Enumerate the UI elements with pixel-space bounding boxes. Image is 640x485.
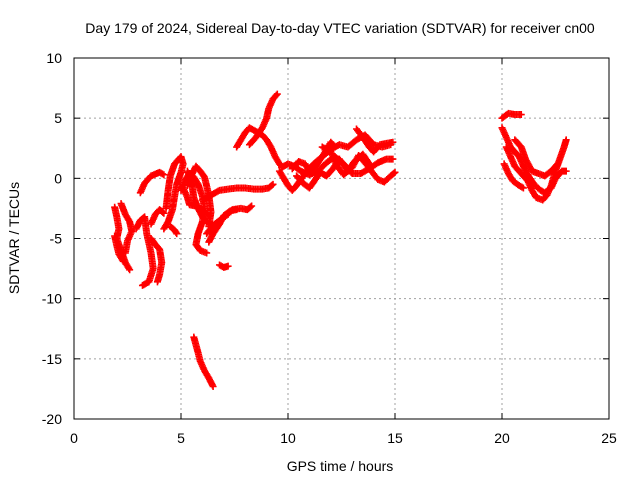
x-tick-label: 0: [70, 430, 78, 446]
data-point: [223, 211, 231, 219]
data-point: [224, 210, 232, 218]
data-track: [293, 150, 373, 192]
data-point: [247, 203, 255, 211]
y-tick-label: -15: [42, 351, 62, 367]
data-point: [160, 209, 168, 217]
data-point: [391, 168, 399, 176]
data-point: [153, 278, 161, 286]
data-point: [562, 136, 570, 144]
data-track: [511, 136, 562, 180]
data-point: [121, 249, 129, 257]
data-track: [117, 200, 136, 257]
data-point: [389, 138, 397, 146]
data-point: [248, 202, 256, 210]
data-point: [554, 160, 562, 168]
data-track: [147, 206, 168, 228]
axis-ticks: 0 5 10 15 20 25 -20 -15 -10 -5 0 5 10: [42, 50, 617, 446]
data-point: [519, 184, 527, 192]
data-point: [159, 208, 167, 216]
data-point: [173, 230, 181, 238]
x-axis-label: GPS time / hours: [287, 458, 394, 474]
data-track: [228, 202, 256, 214]
data-point: [389, 155, 397, 163]
data-point: [390, 169, 398, 177]
data-track: [203, 210, 232, 238]
data-point: [162, 204, 170, 212]
data-track: [352, 125, 397, 156]
data-point: [330, 142, 338, 150]
y-axis-label: SDTVAR / TECUs: [6, 182, 22, 294]
data-track: [160, 153, 187, 233]
data-point: [158, 170, 166, 178]
x-tick-label: 10: [280, 430, 296, 446]
data-point: [214, 187, 222, 195]
data-point: [138, 281, 146, 289]
data-track: [136, 168, 168, 197]
data-point: [209, 383, 217, 391]
data-track: [177, 170, 211, 257]
data-point: [160, 171, 168, 179]
y-tick-label: 10: [46, 50, 62, 66]
data-point: [119, 257, 127, 265]
data-track: [190, 333, 217, 391]
data-track: [166, 222, 181, 238]
data-point: [126, 266, 134, 274]
data-point: [125, 264, 133, 272]
x-tick-label: 5: [177, 430, 185, 446]
y-tick-label: -5: [50, 231, 63, 247]
data-point: [268, 181, 276, 189]
x-tick-label: 25: [601, 430, 617, 446]
data-point: [517, 111, 525, 119]
data-point: [224, 262, 232, 270]
data-point: [553, 161, 561, 169]
data-point: [273, 90, 281, 98]
data-point: [203, 249, 211, 257]
data-points: [111, 90, 570, 391]
y-tick-label: -20: [42, 411, 62, 427]
data-track: [216, 261, 232, 271]
data-point: [331, 143, 339, 151]
y-tick-label: 5: [54, 110, 62, 126]
x-tick-label: 15: [387, 430, 403, 446]
chart-title: Day 179 of 2024, Sidereal Day-to-day VTE…: [85, 20, 595, 36]
data-track: [111, 232, 127, 265]
data-point: [272, 91, 280, 99]
data-point: [562, 167, 570, 175]
data-point: [269, 180, 277, 188]
data-track: [245, 90, 281, 149]
data-track: [198, 180, 277, 204]
data-track: [500, 160, 527, 192]
data-track: [498, 109, 525, 122]
y-tick-label: -10: [42, 291, 62, 307]
data-point: [118, 256, 126, 264]
data-point: [518, 183, 526, 191]
y-tick-label: 0: [54, 170, 62, 186]
data-track: [288, 138, 339, 175]
data-track: [318, 143, 399, 186]
x-tick-label: 20: [494, 430, 510, 446]
data-track: [147, 235, 166, 286]
